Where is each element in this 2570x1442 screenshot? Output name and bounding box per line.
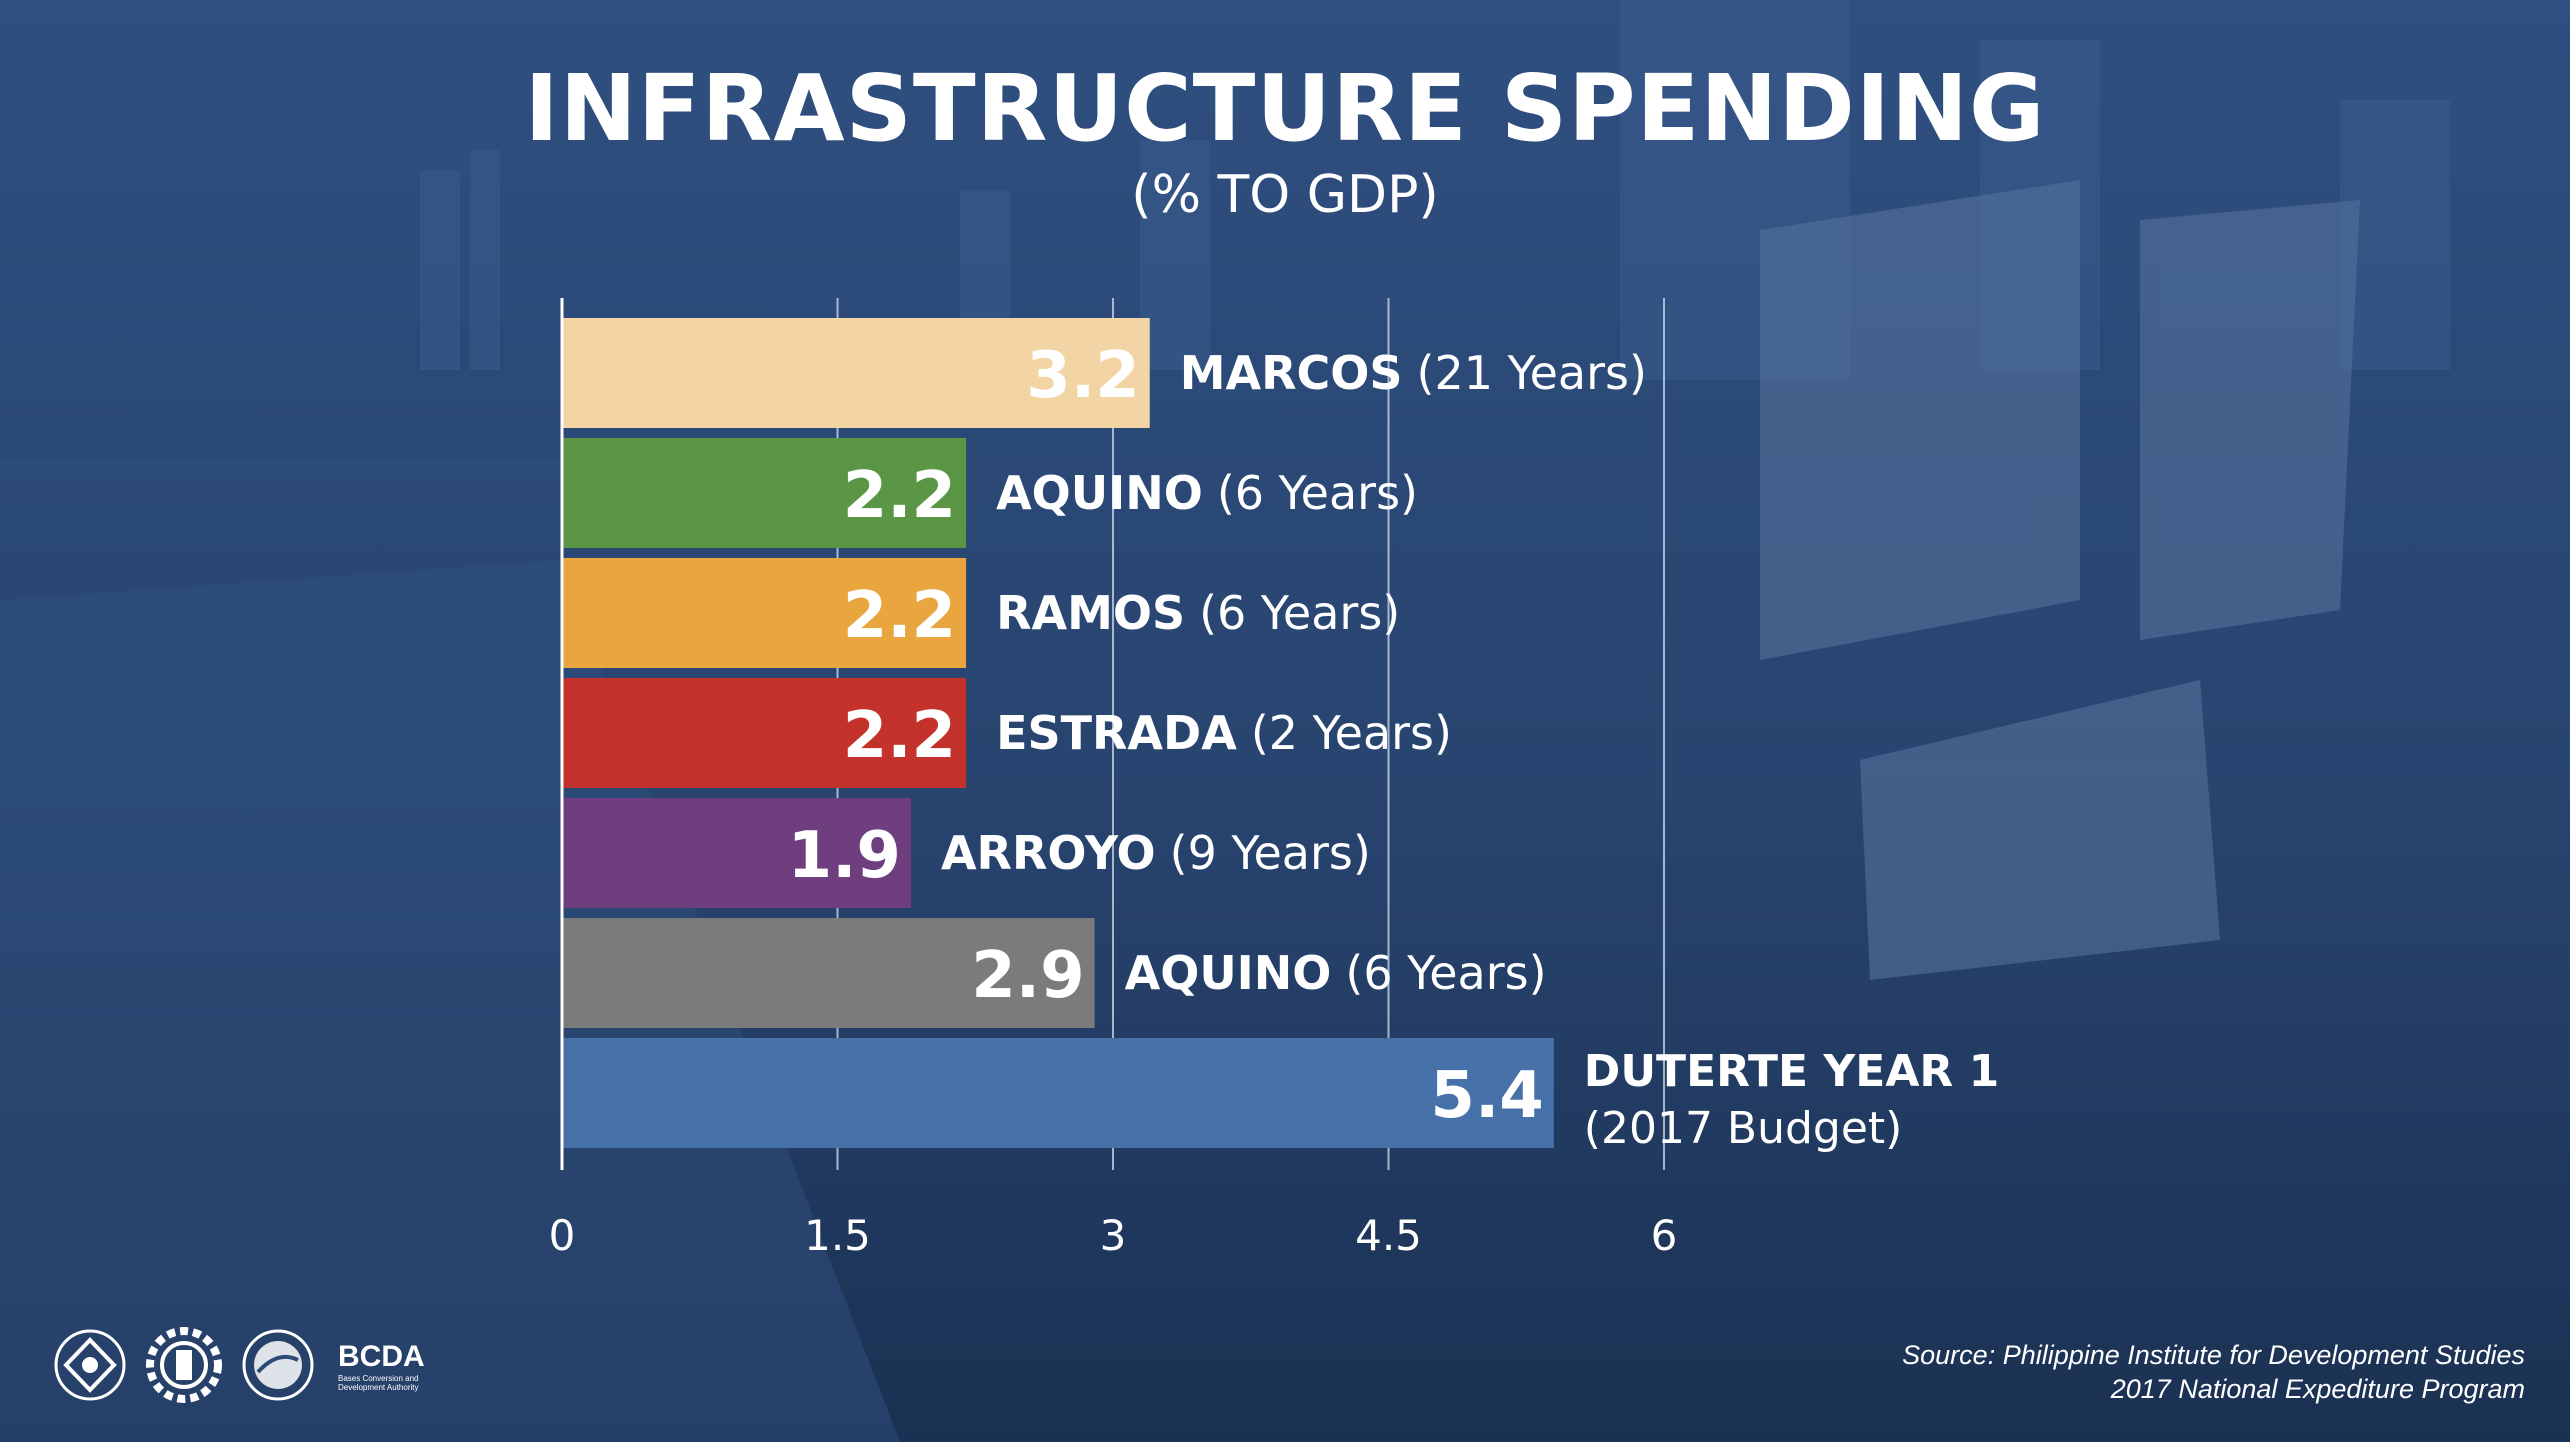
bar-category-label: ESTRADA (2 Years) (996, 706, 1452, 760)
bar (562, 678, 967, 788)
bar-value-label: 2.2 (843, 699, 956, 773)
bar-category-label: ARROYO (9 Years) (941, 826, 1371, 880)
bar-category-label: RAMOS (6 Years) (996, 586, 1400, 640)
bar-value-label: 2.9 (971, 939, 1084, 1013)
dpwh-seal-icon (54, 1329, 126, 1401)
bar-value-label: 3.2 (1026, 339, 1139, 413)
bar-group: 2.2 ESTRADA (2 Years) (562, 678, 1452, 788)
bar (562, 918, 1095, 1028)
bar-category-label: MARCOS (21 Years) (1180, 346, 1647, 400)
bar-value-label: 2.2 (843, 579, 956, 653)
bar-group: 5.4 DUTERTE YEAR 1 (2017 Budget) (562, 1038, 1999, 1154)
bar (562, 318, 1150, 428)
bar-value-label: 5.4 (1430, 1059, 1543, 1133)
bar-category-note: (6 Years) (1217, 466, 1418, 520)
bar-category-note: (6 Years) (1199, 586, 1400, 640)
bar (562, 438, 967, 548)
bar-category-label: AQUINO (6 Years) (1125, 946, 1547, 1000)
bcda-logo-subtitle: Bases Conversion and Development Authori… (338, 1374, 419, 1392)
bar-category-note: (21 Years) (1417, 346, 1647, 400)
agency-logos (54, 1327, 314, 1403)
bar-category-name: AQUINO (996, 466, 1203, 520)
x-tick-label: 6 (1651, 1211, 1678, 1260)
bar-group: 2.2 AQUINO (6 Years) (562, 438, 1418, 548)
x-tick-label: 0 (549, 1211, 576, 1260)
dotr-seal-icon (242, 1329, 314, 1401)
bar (562, 558, 967, 668)
bar-category-label: DUTERTE YEAR 1 (1584, 1046, 1999, 1097)
bar-category-name: RAMOS (996, 586, 1185, 640)
bar-category-name: ESTRADA (996, 706, 1237, 760)
bar-category-note: (2 Years) (1251, 706, 1452, 760)
bar (562, 1038, 1554, 1148)
gear-seal-icon (146, 1327, 222, 1403)
bar-value-label: 1.9 (788, 819, 901, 893)
bar-category-label: AQUINO (6 Years) (996, 466, 1418, 520)
bar-category-note: (9 Years) (1170, 826, 1371, 880)
x-tick-label: 1.5 (804, 1211, 871, 1260)
bar-group: 3.2 MARCOS (21 Years) (562, 318, 1647, 428)
bar-category-name: MARCOS (1180, 346, 1403, 400)
bar-category-name: AQUINO (1125, 946, 1332, 1000)
bar-group: 2.9 AQUINO (6 Years) (562, 918, 1547, 1028)
source-line-1: Source: Philippine Institute for Develop… (1902, 1340, 2525, 1370)
chart-subtitle: (% TO GDP) (1131, 165, 1439, 225)
x-tick-label: 4.5 (1355, 1211, 1422, 1260)
chart-title: INFRASTRUCTURE SPENDING (524, 55, 2046, 162)
source-line-2: 2017 National Expediture Program (2110, 1374, 2525, 1404)
source-note: Source: Philippine Institute for Develop… (1902, 1338, 2525, 1406)
bar-category-name: ARROYO (941, 826, 1156, 880)
bar-group: 1.9 ARROYO (9 Years) (562, 798, 1371, 908)
bar (562, 798, 911, 908)
bar-category-note: (6 Years) (1345, 946, 1546, 1000)
bar-group: 2.2 RAMOS (6 Years) (562, 558, 1400, 668)
bcda-logo: BCDA (338, 1340, 425, 1373)
x-tick-label: 3 (1100, 1211, 1127, 1260)
bar-value-label: 2.2 (843, 459, 956, 533)
bar-category-note: (2017 Budget) (1584, 1103, 1903, 1154)
